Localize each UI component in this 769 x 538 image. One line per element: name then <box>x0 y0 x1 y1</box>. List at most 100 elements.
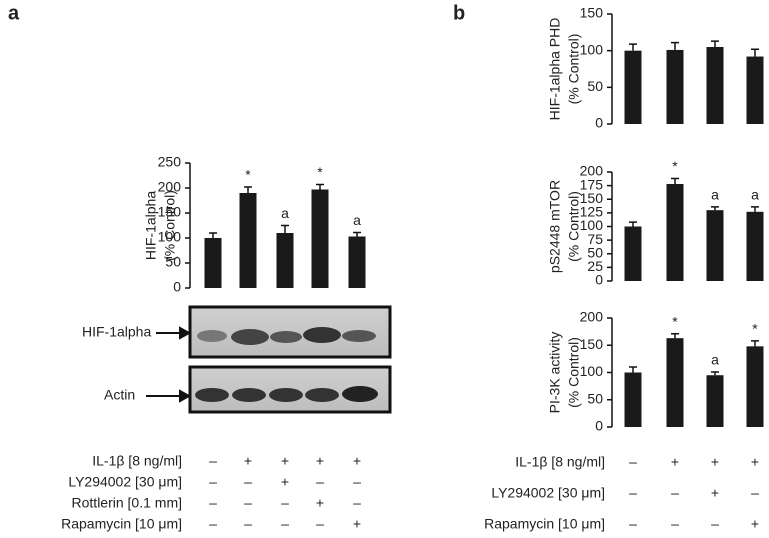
y-axis-label: PI-3K activity <box>547 332 563 414</box>
bar <box>666 183 684 281</box>
treatment-sign: – <box>671 516 679 532</box>
y-tick-label: 0 <box>595 418 603 434</box>
y-axis-label: (% Control) <box>162 190 178 261</box>
y-axis-label: (% Control) <box>566 34 582 105</box>
treatment-sign: + <box>671 454 679 470</box>
error-bar <box>316 183 324 190</box>
treatment-label: LY294002 [30 μm] <box>491 485 605 501</box>
y-tick-label: 100 <box>580 217 604 233</box>
error-bar <box>629 43 637 51</box>
error-bar <box>244 186 252 193</box>
treatment-sign: – <box>671 485 679 501</box>
treatment-sign: – <box>316 516 324 532</box>
y-tick-label: 50 <box>587 78 603 94</box>
treatment-sign: – <box>244 516 252 532</box>
y-axis-label: pS2448 mTOR <box>547 180 563 273</box>
treatment-label: Rapamycin [10 μm] <box>484 516 605 532</box>
blot-hif <box>188 305 392 359</box>
error-bar <box>711 371 719 376</box>
y-tick-label: 0 <box>595 115 603 131</box>
treatment-label: LY294002 [30 μm] <box>68 474 182 490</box>
treatment-sign: + <box>244 453 252 469</box>
treatment-sign: + <box>281 474 289 490</box>
treatment-sign: + <box>353 516 361 532</box>
significance-label: a <box>711 352 719 368</box>
bar <box>348 236 366 288</box>
treatment-sign: – <box>209 516 217 532</box>
y-tick-label: 125 <box>580 204 604 220</box>
significance-label: a <box>711 187 719 203</box>
bar <box>239 193 257 288</box>
y-tick-label: 150 <box>580 5 604 21</box>
treatment-sign: – <box>209 453 217 469</box>
bar <box>706 210 724 281</box>
error-bar <box>751 340 759 347</box>
error-bar <box>209 232 217 238</box>
y-tick-label: 100 <box>580 41 604 57</box>
treatment-sign: + <box>751 454 759 470</box>
blot-label: HIF-1alpha <box>82 324 151 340</box>
significance-label: * <box>317 164 323 180</box>
error-bar <box>671 333 679 339</box>
y-axis-label: HIF-1alpha PHD <box>547 18 563 121</box>
arrows <box>146 326 192 403</box>
bar <box>746 56 764 124</box>
treatment-sign: – <box>244 474 252 490</box>
treatment-sign: + <box>353 453 361 469</box>
significance-label: * <box>672 158 678 174</box>
error-bar <box>671 177 679 184</box>
panel-letter: b <box>453 2 465 24</box>
treatment-sign: – <box>281 495 289 511</box>
treatment-sign: + <box>316 453 324 469</box>
error-bar <box>711 206 719 211</box>
significance-label: * <box>752 321 758 337</box>
treatment-sign: – <box>209 495 217 511</box>
bar <box>666 338 684 427</box>
treatment-label: Rapamycin [10 μm] <box>61 516 182 532</box>
y-tick-label: 150 <box>580 336 604 352</box>
treatment-sign: – <box>711 516 719 532</box>
panel-letter: a <box>8 2 20 24</box>
error-bar <box>751 48 759 57</box>
treatment-sign: + <box>711 485 719 501</box>
bar <box>311 189 329 288</box>
treatment-sign: – <box>629 485 637 501</box>
error-bar <box>629 221 637 227</box>
treatment-sign: – <box>751 485 759 501</box>
significance-label: * <box>672 314 678 330</box>
treatment-sign: + <box>711 454 719 470</box>
blot-label: Actin <box>104 387 135 403</box>
y-tick-label: 200 <box>580 163 604 179</box>
treatment-sign: – <box>316 474 324 490</box>
treatment-label: IL-1β [8 ng/ml] <box>92 453 182 469</box>
error-bar <box>711 40 719 47</box>
bar <box>624 50 642 124</box>
bar <box>666 49 684 124</box>
bar <box>746 346 764 427</box>
treatment-sign: – <box>353 474 361 490</box>
y-tick-label: 250 <box>158 154 182 170</box>
bar <box>706 47 724 124</box>
y-tick-label: 150 <box>580 190 604 206</box>
y-tick-label: 0 <box>595 272 603 288</box>
bar <box>706 375 724 427</box>
treatment-sign: – <box>353 495 361 511</box>
error-bar <box>751 206 759 212</box>
treatment-sign: + <box>316 495 324 511</box>
treatment-sign: – <box>629 516 637 532</box>
y-tick-label: 175 <box>580 176 604 192</box>
significance-label: a <box>353 212 361 228</box>
y-tick-label: 200 <box>580 309 604 325</box>
y-tick-label: 50 <box>587 244 603 260</box>
y-tick-label: 75 <box>587 231 603 247</box>
blot-actin <box>188 365 392 414</box>
significance-label: * <box>245 167 251 183</box>
bar <box>624 372 642 427</box>
y-tick-label: 50 <box>587 390 603 406</box>
y-tick-label: 100 <box>580 363 604 379</box>
y-axis-label: (% Control) <box>566 191 582 262</box>
y-axis-label: HIF-1alpha <box>143 191 159 260</box>
y-tick-label: 0 <box>173 279 181 295</box>
significance-label: a <box>281 205 289 221</box>
